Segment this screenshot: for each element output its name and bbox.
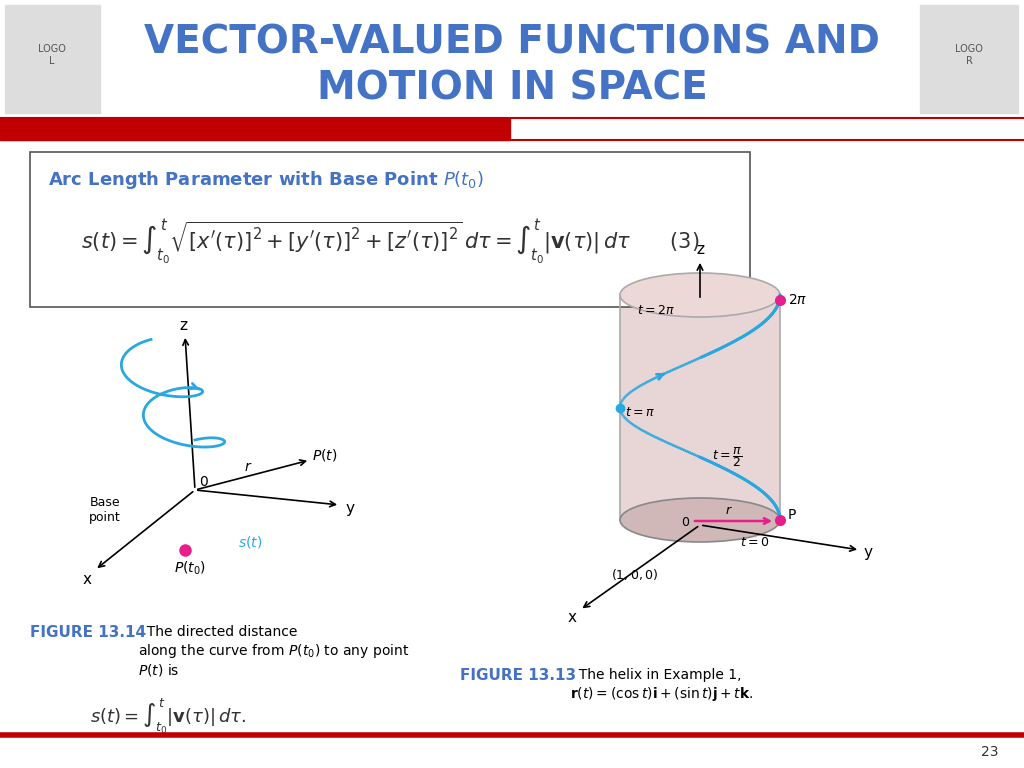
Ellipse shape xyxy=(620,498,780,542)
Text: $s(t)$: $s(t)$ xyxy=(238,534,262,550)
Bar xyxy=(0,118,510,140)
Text: $t = \dfrac{\pi}{2}$: $t = \dfrac{\pi}{2}$ xyxy=(712,445,742,469)
Text: z: z xyxy=(179,317,187,333)
Bar xyxy=(5,5,100,113)
Text: z: z xyxy=(696,243,705,257)
Text: Base
point: Base point xyxy=(89,496,121,524)
Text: FIGURE 13.14: FIGURE 13.14 xyxy=(30,625,146,640)
Text: $P(t_0)$: $P(t_0)$ xyxy=(174,559,206,577)
FancyBboxPatch shape xyxy=(620,295,780,520)
Text: $2\pi$: $2\pi$ xyxy=(788,293,807,307)
Text: y: y xyxy=(863,545,872,560)
Text: P: P xyxy=(788,508,797,522)
Ellipse shape xyxy=(620,273,780,317)
Text: $t = 0$: $t = 0$ xyxy=(740,535,770,548)
Text: $t = 2\pi$: $t = 2\pi$ xyxy=(637,303,675,316)
Text: LOGO
R: LOGO R xyxy=(955,45,983,66)
Text: r: r xyxy=(725,504,730,517)
Text: $s(t) = \int_{t_0}^{t} |\mathbf{v}(\tau)|\, d\tau.$: $s(t) = \int_{t_0}^{t} |\mathbf{v}(\tau)… xyxy=(90,697,246,737)
Text: x: x xyxy=(567,611,577,625)
Text: VECTOR-VALUED FUNCTIONS AND: VECTOR-VALUED FUNCTIONS AND xyxy=(144,23,880,61)
Text: 0: 0 xyxy=(681,515,689,528)
Text: The helix in Example 1,
$\mathbf{r}(t) = (\cos t)\mathbf{i} + (\sin t)\mathbf{j}: The helix in Example 1, $\mathbf{r}(t) =… xyxy=(570,668,754,703)
Bar xyxy=(30,152,750,307)
Text: 0: 0 xyxy=(199,475,208,489)
Text: $t = \pi$: $t = \pi$ xyxy=(625,406,655,419)
Text: LOGO
L: LOGO L xyxy=(38,45,66,66)
Text: 23: 23 xyxy=(981,745,998,759)
Text: $s(t) = \int_{t_0}^{t} \sqrt{[x'(\tau)]^2 + [y'(\tau)]^2 + [z'(\tau)]^2}\, d\tau: $s(t) = \int_{t_0}^{t} \sqrt{[x'(\tau)]^… xyxy=(81,217,699,266)
Bar xyxy=(920,5,1018,113)
Text: FIGURE 13.13: FIGURE 13.13 xyxy=(460,668,577,683)
Text: MOTION IN SPACE: MOTION IN SPACE xyxy=(316,69,708,107)
Text: $(1, 0, 0)$: $(1, 0, 0)$ xyxy=(611,568,658,582)
Text: r: r xyxy=(245,460,251,474)
Text: x: x xyxy=(83,572,91,588)
Text: $P(t)$: $P(t)$ xyxy=(312,447,338,463)
Text: Arc Length Parameter with Base Point $P(t_0)$: Arc Length Parameter with Base Point $P(… xyxy=(48,169,484,191)
Text: y: y xyxy=(345,501,354,515)
Text: The directed distance
along the curve from $P(t_0)$ to any point
$P(t)$ is: The directed distance along the curve fr… xyxy=(138,625,410,678)
